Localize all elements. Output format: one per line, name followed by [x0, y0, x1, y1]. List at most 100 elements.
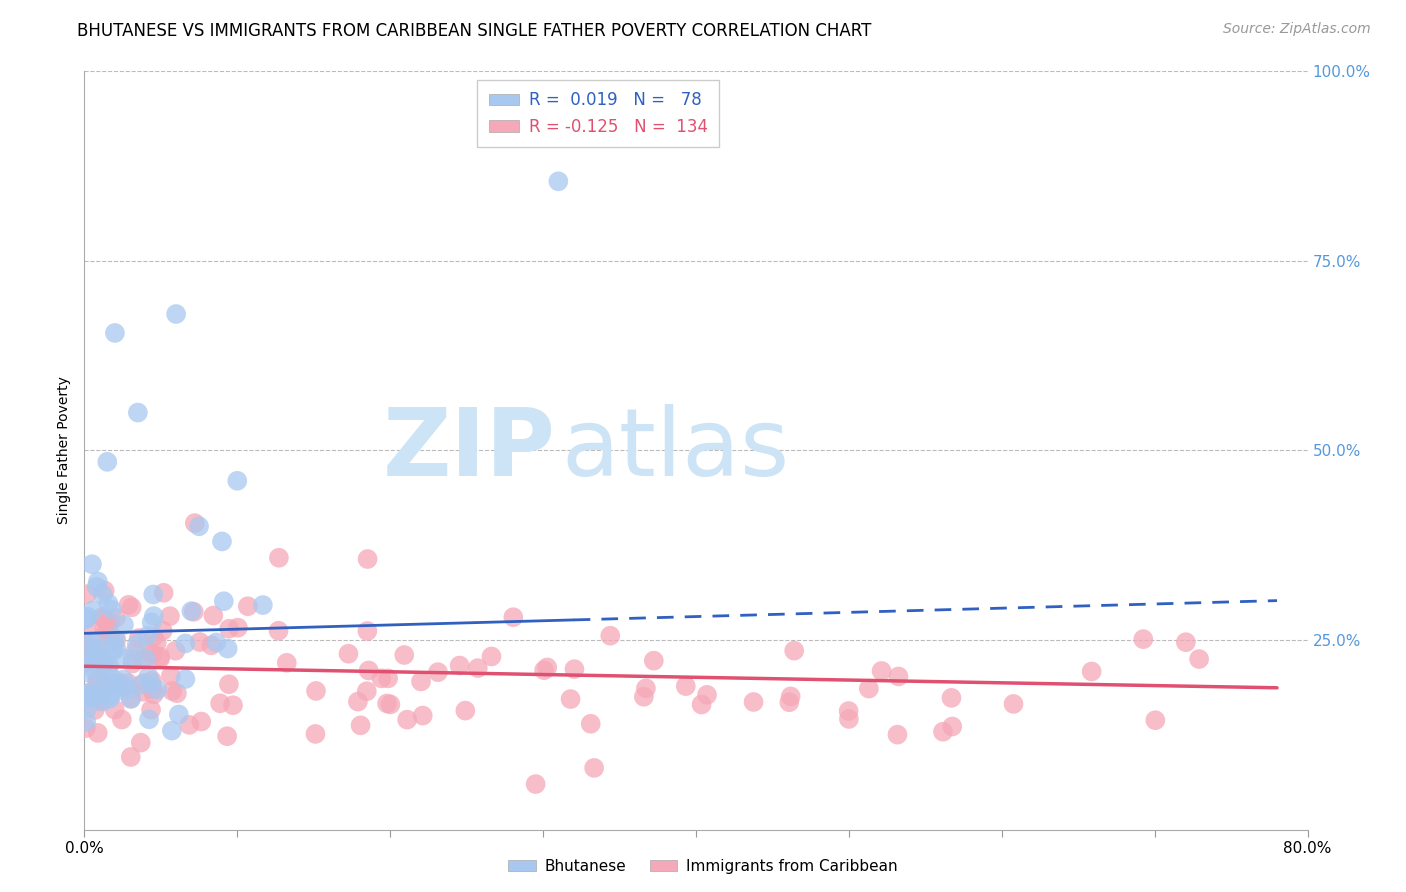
Point	[97, 661, 120, 675]
Point	[337, 647, 360, 661]
Point	[89, 694, 111, 708]
Point	[142, 682, 165, 697]
Point	[205, 635, 228, 649]
Point	[100, 689, 122, 703]
Point	[159, 609, 181, 624]
Point	[117, 676, 139, 690]
Point	[111, 713, 134, 727]
Point	[87, 574, 110, 589]
Point	[104, 611, 127, 625]
Point	[82, 603, 104, 617]
Point	[696, 688, 718, 702]
Point	[98, 615, 121, 630]
Text: atlas: atlas	[561, 404, 790, 497]
Point	[139, 703, 162, 717]
Point	[108, 675, 131, 690]
Point	[160, 669, 183, 683]
Point	[101, 671, 124, 685]
Point	[117, 598, 139, 612]
Point	[347, 695, 370, 709]
Text: ZIP: ZIP	[382, 404, 555, 497]
Point	[142, 587, 165, 601]
Point	[502, 610, 524, 624]
Point	[96, 617, 118, 632]
Point	[426, 665, 449, 680]
Point	[675, 679, 697, 693]
Point	[138, 712, 160, 726]
Point	[83, 645, 105, 659]
Point	[98, 630, 121, 644]
Point	[104, 677, 127, 691]
Point	[217, 641, 239, 656]
Point	[858, 681, 880, 696]
Point	[941, 719, 963, 733]
Point	[82, 689, 104, 703]
Point	[128, 631, 150, 645]
Point	[75, 714, 97, 729]
Point	[75, 612, 97, 626]
Point	[129, 736, 152, 750]
Point	[77, 686, 100, 700]
Point	[183, 605, 205, 619]
Point	[112, 673, 135, 687]
Point	[1132, 632, 1154, 647]
Point	[152, 586, 174, 600]
Point	[105, 641, 128, 656]
Legend: Bhutanese, Immigrants from Caribbean: Bhutanese, Immigrants from Caribbean	[502, 853, 904, 880]
Point	[84, 641, 107, 656]
Point	[634, 681, 657, 696]
Point	[79, 640, 101, 655]
Point	[349, 718, 371, 732]
Point	[599, 629, 621, 643]
Point	[104, 684, 127, 698]
Point	[1144, 713, 1167, 727]
Point	[162, 684, 184, 698]
Point	[141, 646, 163, 660]
Point	[356, 552, 378, 566]
Point	[1002, 697, 1025, 711]
Point	[377, 672, 399, 686]
Text: Source: ZipAtlas.com: Source: ZipAtlas.com	[1223, 22, 1371, 37]
Point	[218, 677, 240, 691]
Point	[165, 307, 187, 321]
Point	[146, 682, 169, 697]
Point	[93, 678, 115, 692]
Point	[209, 696, 232, 710]
Point	[93, 655, 115, 669]
Point	[200, 638, 222, 652]
Point	[167, 707, 190, 722]
Point	[179, 718, 201, 732]
Point	[633, 690, 655, 704]
Point	[690, 698, 713, 712]
Point	[1174, 635, 1197, 649]
Point	[87, 672, 110, 686]
Point	[87, 644, 110, 658]
Point	[76, 587, 98, 601]
Y-axis label: Single Father Poverty: Single Father Poverty	[58, 376, 72, 524]
Point	[121, 600, 143, 615]
Point	[454, 704, 477, 718]
Point	[98, 658, 121, 673]
Point	[174, 636, 197, 650]
Point	[564, 662, 586, 676]
Point	[93, 583, 115, 598]
Point	[226, 474, 249, 488]
Point	[115, 681, 138, 696]
Point	[120, 691, 142, 706]
Point	[533, 663, 555, 677]
Point	[142, 687, 165, 701]
Point	[1188, 652, 1211, 666]
Point	[77, 637, 100, 651]
Point	[75, 656, 97, 670]
Point	[87, 726, 110, 740]
Point	[886, 728, 908, 742]
Point	[101, 644, 124, 658]
Point	[104, 703, 127, 717]
Point	[184, 516, 207, 530]
Point	[165, 644, 187, 658]
Point	[142, 609, 165, 624]
Point	[75, 721, 97, 735]
Point	[579, 716, 602, 731]
Point	[132, 652, 155, 666]
Point	[80, 653, 103, 667]
